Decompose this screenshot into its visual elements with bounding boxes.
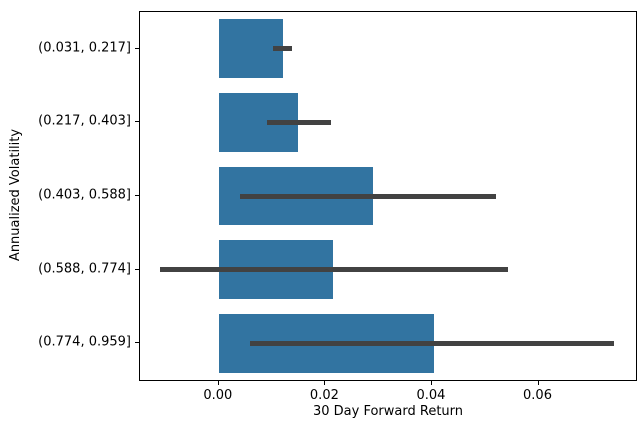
y-tick bbox=[135, 121, 139, 123]
y-tick-label: (0.031, 0.217] bbox=[38, 40, 131, 56]
error-bar bbox=[266, 119, 332, 125]
y-tick-label: (0.217, 0.403] bbox=[38, 113, 131, 129]
x-tick bbox=[537, 381, 539, 385]
y-tick-label: (0.588, 0.774] bbox=[38, 261, 131, 277]
y-tick bbox=[135, 47, 139, 49]
x-tick bbox=[430, 381, 432, 385]
error-bar bbox=[240, 193, 496, 199]
y-tick bbox=[135, 195, 139, 196]
x-tick-label: 0.02 bbox=[309, 388, 339, 403]
y-tick bbox=[135, 342, 139, 344]
x-axis-label: 30 Day Forward Return bbox=[312, 404, 464, 419]
error-bar bbox=[273, 46, 292, 52]
y-tick bbox=[135, 268, 139, 270]
x-tick bbox=[324, 381, 326, 385]
x-tick-label: 0.00 bbox=[203, 388, 233, 403]
x-tick bbox=[217, 381, 219, 385]
x-tick-label: 0.04 bbox=[416, 388, 446, 403]
error-bar bbox=[249, 340, 615, 346]
y-tick-label: (0.774, 0.959] bbox=[38, 334, 131, 350]
bar bbox=[218, 19, 283, 79]
y-tick-label: (0.403, 0.588] bbox=[38, 187, 131, 203]
error-bar bbox=[160, 267, 508, 273]
plot-area bbox=[139, 11, 637, 381]
x-tick-label: 0.06 bbox=[523, 388, 552, 403]
